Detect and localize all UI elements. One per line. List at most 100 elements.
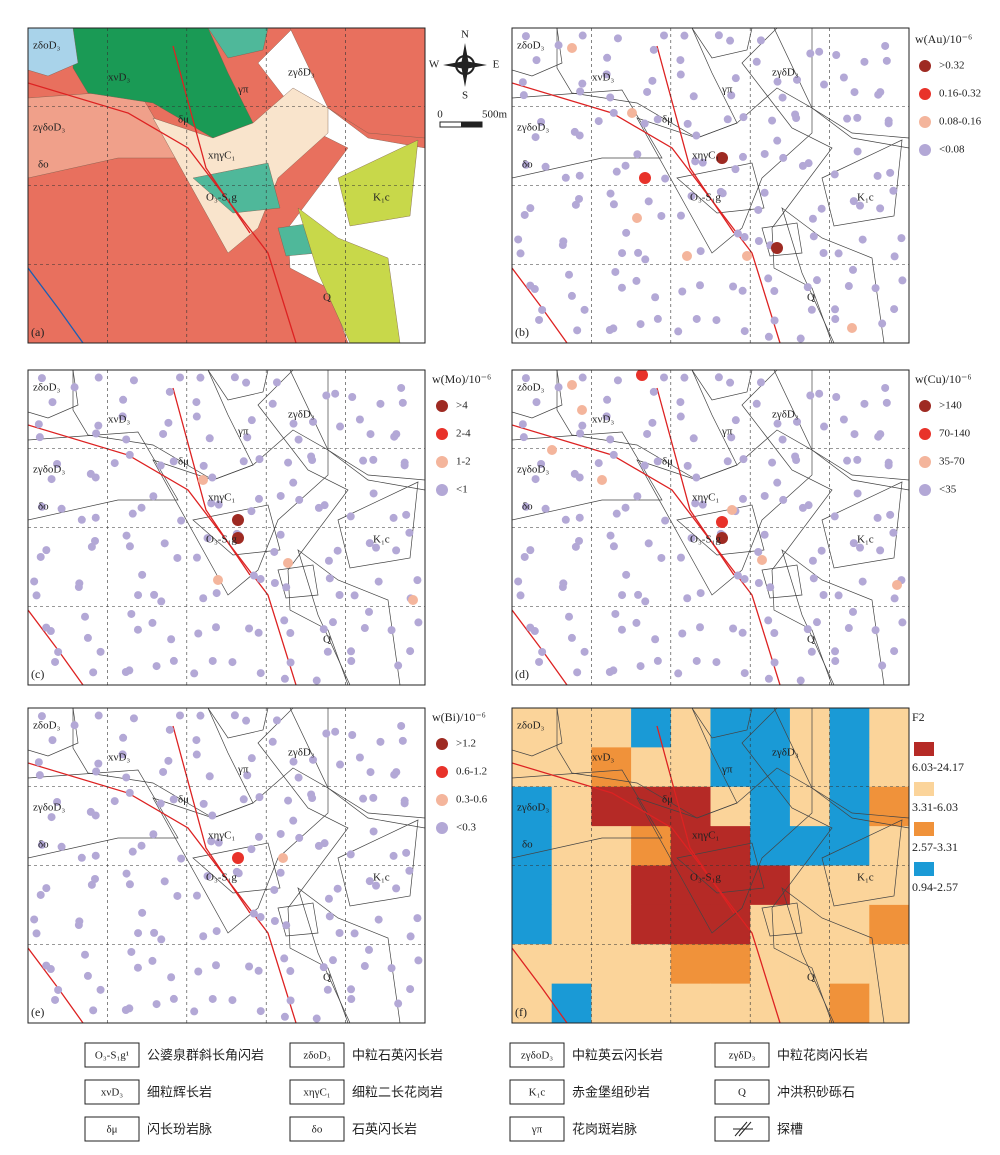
sample-point xyxy=(712,658,721,667)
sample-point xyxy=(328,618,337,627)
f2-cell xyxy=(750,983,791,1023)
panel-letter: (c) xyxy=(31,667,44,681)
sample-point xyxy=(325,574,334,583)
unit-label: zγδD₃ xyxy=(288,67,315,79)
sample-point xyxy=(203,534,212,543)
geologic-unit xyxy=(773,28,909,139)
sample-point xyxy=(577,405,587,415)
sample-point xyxy=(365,539,374,548)
legend-swatch xyxy=(919,116,931,128)
sample-point xyxy=(194,629,203,638)
sample-point xyxy=(372,881,381,890)
key-box xyxy=(84,1079,140,1105)
fault xyxy=(512,947,568,1023)
legend-swatch xyxy=(436,766,448,778)
sample-point xyxy=(754,578,763,587)
sample-point xyxy=(844,282,853,291)
sample-point xyxy=(639,172,651,184)
sample-point xyxy=(674,669,683,678)
key-box xyxy=(289,1079,345,1105)
unit-label: γπ xyxy=(721,84,733,96)
sample-point xyxy=(779,153,788,162)
sample-point xyxy=(129,376,138,385)
sample-point xyxy=(756,378,765,387)
sample-point xyxy=(91,851,100,860)
sample-point xyxy=(173,553,182,562)
sample-point xyxy=(594,459,603,468)
geologic-unit xyxy=(691,708,753,739)
sample-point xyxy=(636,320,645,329)
sample-point xyxy=(831,305,840,314)
f2-cell xyxy=(789,865,831,906)
geologic-unit xyxy=(192,504,281,556)
f2-cell xyxy=(789,747,831,788)
legend-swatch xyxy=(919,484,931,496)
unit-label: γπ xyxy=(237,84,249,96)
sample-point xyxy=(518,78,527,87)
sample-point xyxy=(169,457,178,466)
sample-point xyxy=(366,430,375,439)
sample-point xyxy=(122,773,131,782)
sample-point xyxy=(847,323,857,333)
f2-cell xyxy=(710,904,751,945)
sample-point xyxy=(199,799,208,808)
geologic-unit xyxy=(28,28,79,77)
unit-label: K₁c xyxy=(857,872,874,884)
sample-point xyxy=(760,530,769,539)
sample-point xyxy=(314,841,323,850)
sample-point xyxy=(347,657,356,666)
unit-label: O₃-S₁g xyxy=(690,534,721,546)
geologic-unit xyxy=(512,370,563,419)
geologic-unit xyxy=(512,708,563,757)
legend-swatch xyxy=(436,738,448,750)
sample-point xyxy=(192,736,201,745)
sample-point xyxy=(242,378,251,387)
sample-point xyxy=(611,609,620,618)
legend-swatch xyxy=(919,144,931,156)
unit-label: zδoD₃ xyxy=(517,720,545,732)
sample-point xyxy=(89,668,98,677)
sample-point xyxy=(94,421,103,430)
geologic-unit xyxy=(741,370,909,685)
sample-point xyxy=(312,676,321,685)
scale-bar-fill xyxy=(461,122,482,127)
f2-cell xyxy=(750,865,791,906)
sample-point xyxy=(127,609,136,618)
sample-point xyxy=(886,510,895,519)
sample-point xyxy=(214,500,223,509)
sample-point xyxy=(46,965,55,974)
key-symbol: zγδoD₃ xyxy=(521,1050,553,1062)
sample-point xyxy=(641,255,650,264)
f2-cell xyxy=(710,786,751,827)
sample-point xyxy=(322,391,331,400)
sample-point xyxy=(516,591,525,600)
sample-point xyxy=(36,890,45,899)
f2-cell xyxy=(710,708,751,748)
sample-point xyxy=(37,840,46,849)
sample-point xyxy=(649,387,658,396)
sample-point xyxy=(611,267,620,276)
sample-point xyxy=(580,647,589,656)
sample-point xyxy=(716,516,728,528)
trench-symbol xyxy=(733,1121,753,1137)
legend-swatch xyxy=(436,456,448,468)
sample-point xyxy=(408,595,418,605)
sample-point xyxy=(871,626,880,635)
geologic-unit xyxy=(207,370,269,401)
f2-cell xyxy=(670,865,711,906)
f2-cell xyxy=(551,708,592,748)
sample-point xyxy=(519,91,528,100)
sample-point xyxy=(322,729,331,738)
sample-point xyxy=(817,204,826,213)
sample-point xyxy=(575,513,584,522)
sample-point xyxy=(276,530,285,539)
sample-point xyxy=(256,575,265,584)
unit-label: O₃-S₁g xyxy=(206,534,237,546)
sample-point xyxy=(573,326,582,335)
sample-point xyxy=(731,416,740,425)
sample-point xyxy=(641,597,650,606)
sample-point xyxy=(406,647,415,656)
sample-point xyxy=(609,200,618,209)
sample-point xyxy=(81,950,90,959)
sample-point xyxy=(754,547,763,556)
